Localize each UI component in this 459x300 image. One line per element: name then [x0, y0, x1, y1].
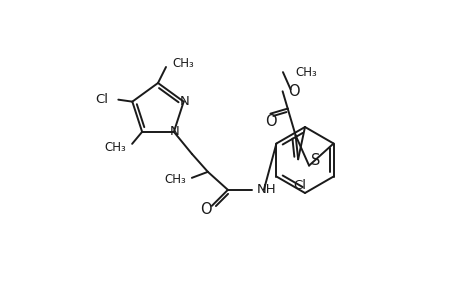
Text: Cl: Cl: [293, 179, 306, 192]
Text: O: O: [288, 84, 300, 99]
Text: N: N: [179, 95, 189, 108]
Text: CH₃: CH₃: [164, 173, 185, 186]
Text: S: S: [311, 153, 320, 168]
Text: O: O: [200, 202, 211, 217]
Text: CH₃: CH₃: [172, 56, 193, 70]
Text: N: N: [170, 125, 179, 138]
Text: NH: NH: [256, 183, 276, 196]
Text: CH₃: CH₃: [294, 66, 316, 79]
Text: CH₃: CH₃: [104, 141, 126, 154]
Text: Cl: Cl: [95, 93, 108, 106]
Text: O: O: [264, 114, 276, 129]
